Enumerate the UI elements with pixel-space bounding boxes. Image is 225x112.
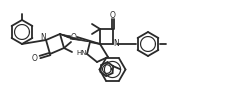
Text: O: O	[110, 11, 116, 20]
Polygon shape	[70, 38, 90, 43]
Text: O: O	[71, 32, 77, 41]
Polygon shape	[60, 35, 71, 39]
Text: N: N	[40, 33, 46, 42]
Text: HN: HN	[77, 50, 87, 56]
Text: O: O	[32, 54, 38, 63]
Text: N: N	[113, 38, 119, 47]
